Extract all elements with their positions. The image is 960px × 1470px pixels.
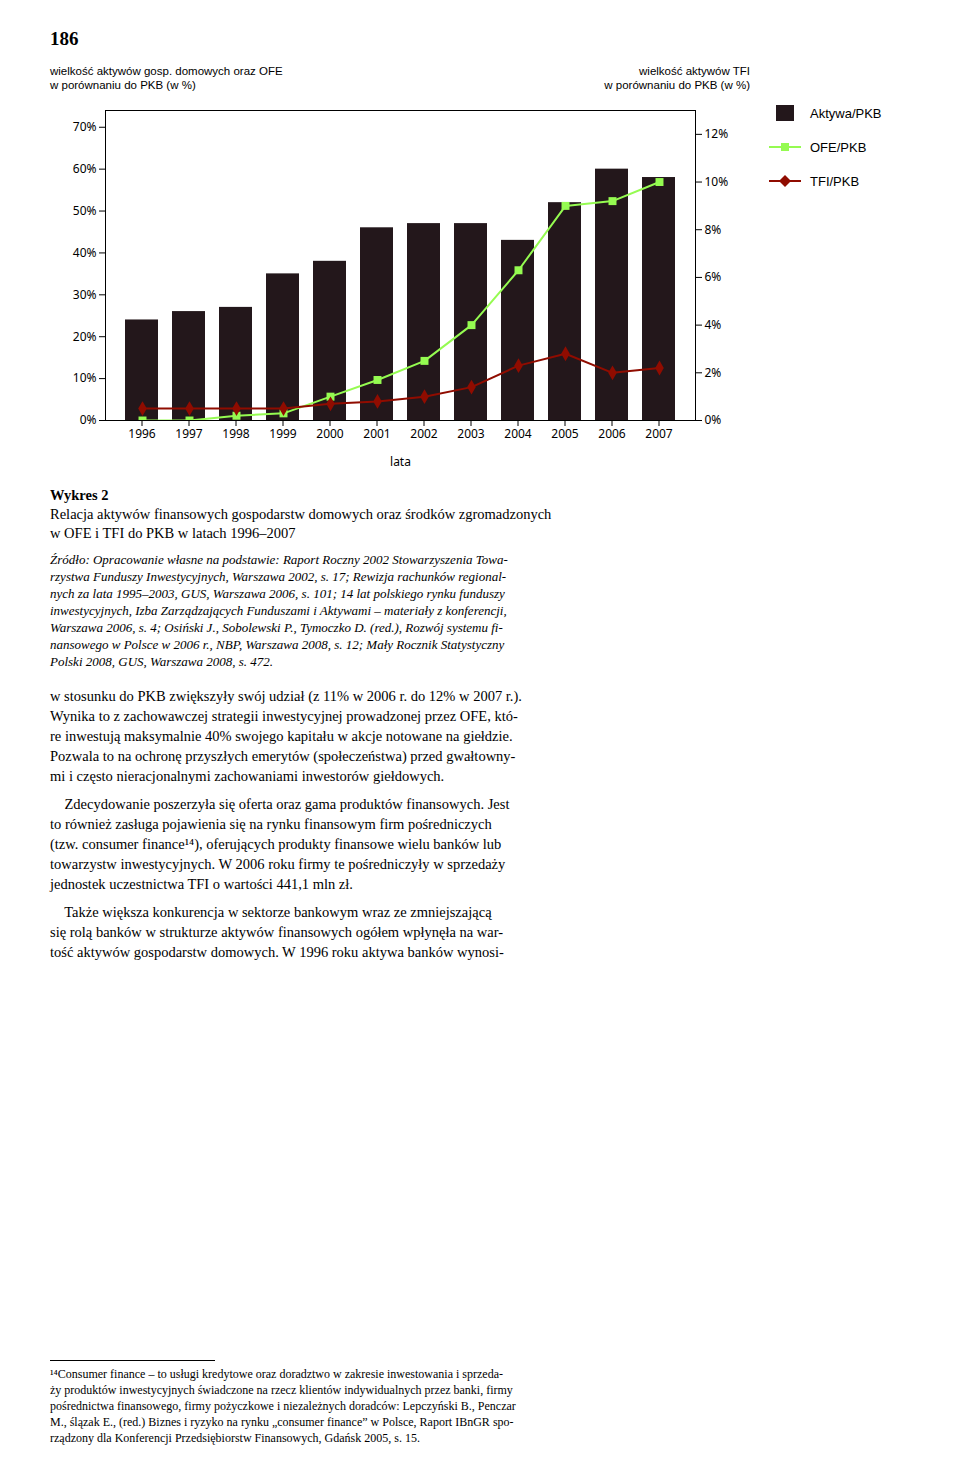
html-text:towarzystw inwestycyjnych. W 2: towarzystw inwestycyjnych. W 2006 roku f… — [50, 856, 506, 872]
html-text:to również zasługa pojawienia: to również zasługa pojawienia się na ryn… — [50, 816, 492, 832]
html-text:nych za lata 1995–2003, GUS, W: nych za lata 1995–2003, GUS, Warszawa 20… — [50, 586, 505, 601]
svg-text:1999: 1999 — [269, 425, 297, 442]
html-text:się rolą banków w strukturze a: się rolą banków w strukturze aktywów fin… — [50, 924, 504, 940]
html-text:wielkość aktywów gosp. domowyc: wielkość aktywów gosp. domowych oraz OFE — [50, 65, 283, 77]
svg-text:2003: 2003 — [457, 425, 485, 442]
html-text:wielkość aktywów TFI: wielkość aktywów TFI — [639, 65, 750, 77]
html-text:Wykres 2: Wykres 2 — [50, 487, 109, 503]
html-text:mi i często nieracjonalnymi za: mi i często nieracjonalnymi zachowaniami… — [50, 768, 445, 784]
html-text:rzystwa Funduszy Inwestycyjnyc: rzystwa Funduszy Inwestycyjnych, Warszaw… — [50, 569, 507, 584]
svg-text:1997: 1997 — [175, 425, 203, 442]
svg-text:6%: 6% — [705, 268, 722, 285]
html-text:Aktywa/PKB: Aktywa/PKB — [810, 105, 882, 121]
svg-text:40%: 40% — [73, 244, 97, 261]
svg-text:2004: 2004 — [504, 425, 532, 442]
html-text:Także większa konkurencja w se: Także większa konkurencja w sektorze ban… — [50, 904, 492, 920]
svg-text:2005: 2005 — [551, 425, 579, 442]
svg-text:2000: 2000 — [316, 425, 344, 442]
html-text:w stosunku do PKB zwiększyły s: w stosunku do PKB zwiększyły swój udział… — [50, 688, 522, 704]
svg-text:10%: 10% — [73, 369, 97, 386]
html-text:nansowego w Polsce w 2006 r.,: nansowego w Polsce w 2006 r., NBP, Warsz… — [50, 637, 505, 652]
html-text:jednostek uczestnictwa TFI o w: jednostek uczestnictwa TFI o wartości 44… — [50, 876, 353, 892]
html-text:¹⁴Consumer finance – to usługi: ¹⁴Consumer finance – to usługi kredytowe… — [50, 1367, 503, 1381]
svg-text:30%: 30% — [73, 286, 97, 303]
html-text:M., ślązak E., (red.) Biznes i: M., ślązak E., (red.) Biznes i ryzyko na… — [50, 1415, 514, 1429]
svg-text:70%: 70% — [73, 118, 97, 135]
html-text:Źródło: Opracowanie własne na: Źródło: Opracowanie własne na podstawie:… — [50, 552, 508, 567]
svg-text:0%: 0% — [705, 411, 722, 428]
html-text:ży produktów inwestycyjnych św: ży produktów inwestycyjnych świadczone n… — [50, 1383, 513, 1397]
html-text:tość aktywów gospodarstw domow: tość aktywów gospodarstw domowych. W 199… — [50, 944, 504, 960]
svg-text:8%: 8% — [705, 221, 722, 238]
svg-text:0%: 0% — [80, 411, 97, 428]
html-text:rządzony dla Konferencji Przed: rządzony dla Konferencji Przedsiębiorstw… — [50, 1431, 420, 1445]
svg-text:50%: 50% — [73, 202, 97, 219]
html-text:Pozwala to na ochronę przyszły: Pozwala to na ochronę przyszłych emery­t… — [50, 748, 516, 764]
svg-text:2006: 2006 — [598, 425, 626, 442]
html-text:w porównaniu do PKB (w %): w porównaniu do PKB (w %) — [50, 79, 196, 91]
html-text:w OFE i TFI do PKB w latach 19: w OFE i TFI do PKB w latach 1996–2007 — [50, 525, 296, 541]
html-text:w porównaniu do PKB (w %): w porównaniu do PKB (w %) — [604, 79, 750, 91]
svg-text:1998: 1998 — [222, 425, 250, 442]
html-text:inwestycyjnych, Izba Zarządzaj: inwestycyjnych, Izba Zarządzających Fund… — [50, 603, 507, 618]
html-text:Relacja aktywów finansowych go: Relacja aktywów finansowych gospodarstw … — [50, 506, 552, 522]
html-text:186: 186 — [50, 28, 79, 49]
svg-text:2007: 2007 — [645, 425, 673, 442]
svg-text:2002: 2002 — [410, 425, 438, 442]
svg-text:2%: 2% — [705, 364, 722, 381]
svg-text:4%: 4% — [705, 316, 722, 333]
html-text:pośrednictwa finansowego, firm: pośrednictwa finansowego, firmy pożyczk­… — [50, 1399, 516, 1413]
svg-text:lata: lata — [390, 453, 411, 469]
html-text:Warszawa 2006, s. 4; Osiński J: Warszawa 2006, s. 4; Osiński J., Sobolew… — [50, 620, 503, 635]
svg-text:1996: 1996 — [128, 425, 156, 442]
html-text:Polski 2008, GUS, Warszawa 200: Polski 2008, GUS, Warszawa 2008, s. 472. — [50, 654, 274, 669]
html-text:re inwestują maksymalnie 40% s: re inwestują maksymalnie 40% swojego kap… — [50, 728, 513, 744]
svg-text:10%: 10% — [705, 173, 729, 190]
svg-text:20%: 20% — [73, 328, 97, 345]
svg-text:12%: 12% — [705, 125, 729, 142]
svg-text:2001: 2001 — [363, 425, 390, 442]
html-text:OFE/PKB: OFE/PKB — [810, 139, 867, 155]
svg-text:60%: 60% — [73, 160, 97, 177]
html-text:Zdecydowanie poszerzyła się of: Zdecydowanie poszerzyła się oferta oraz … — [50, 796, 510, 812]
html-text:TFI/PKB: TFI/PKB — [810, 173, 860, 189]
html-text:Wynika to z zachowawczej strat: Wynika to z zachowawczej strategii inwes… — [50, 708, 518, 724]
html-text:(tzw. consumer finance¹⁴), ofe: (tzw. consumer finance¹⁴), oferujących p… — [50, 836, 502, 852]
